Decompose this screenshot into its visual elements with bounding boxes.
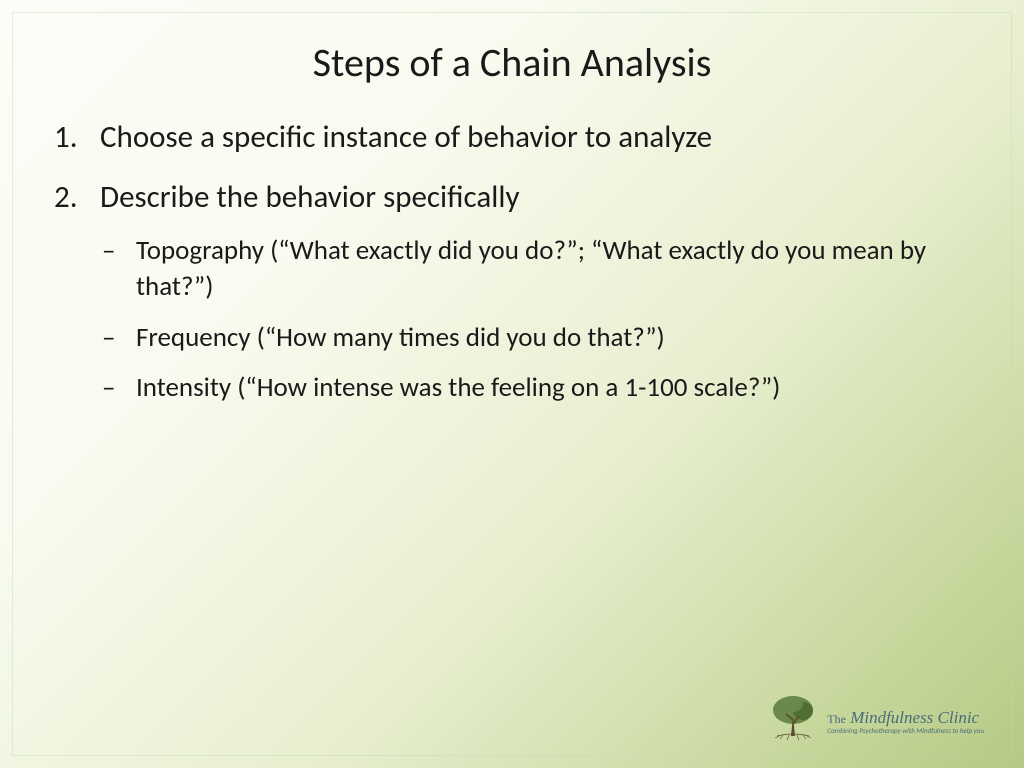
logo-text: The Mindfulness Clinic Combining Psychot…: [827, 702, 984, 735]
sub-list: Topography (“What exactly did you do?”; …: [100, 233, 976, 407]
list-item: Choose a specific instance of behavior t…: [48, 117, 976, 159]
logo-area: The Mindfulness Clinic Combining Psychot…: [769, 694, 984, 742]
logo-tagline: Combining Psychotherapy with Mindfulness…: [827, 726, 984, 735]
tree-icon: [769, 694, 821, 742]
list-item-text: Describe the behavior specifically: [100, 178, 520, 216]
list-item-text: Choose a specific instance of behavior t…: [100, 118, 712, 156]
slide-content: Choose a specific instance of behavior t…: [0, 117, 1024, 406]
logo-name: The Mindfulness Clinic: [827, 708, 984, 728]
slide-title: Steps of a Chain Analysis: [0, 0, 1024, 117]
sub-list-item: Topography (“What exactly did you do?”; …: [100, 233, 976, 306]
list-item: Describe the behavior specifically Topog…: [48, 177, 976, 407]
sub-list-item: Intensity (“How intense was the feeling …: [100, 370, 976, 406]
logo-clinic-name: Mindfulness Clinic: [850, 708, 979, 727]
logo-the: The: [827, 712, 846, 726]
sub-list-item: Frequency (“How many times did you do th…: [100, 320, 976, 356]
main-ordered-list: Choose a specific instance of behavior t…: [48, 117, 976, 406]
